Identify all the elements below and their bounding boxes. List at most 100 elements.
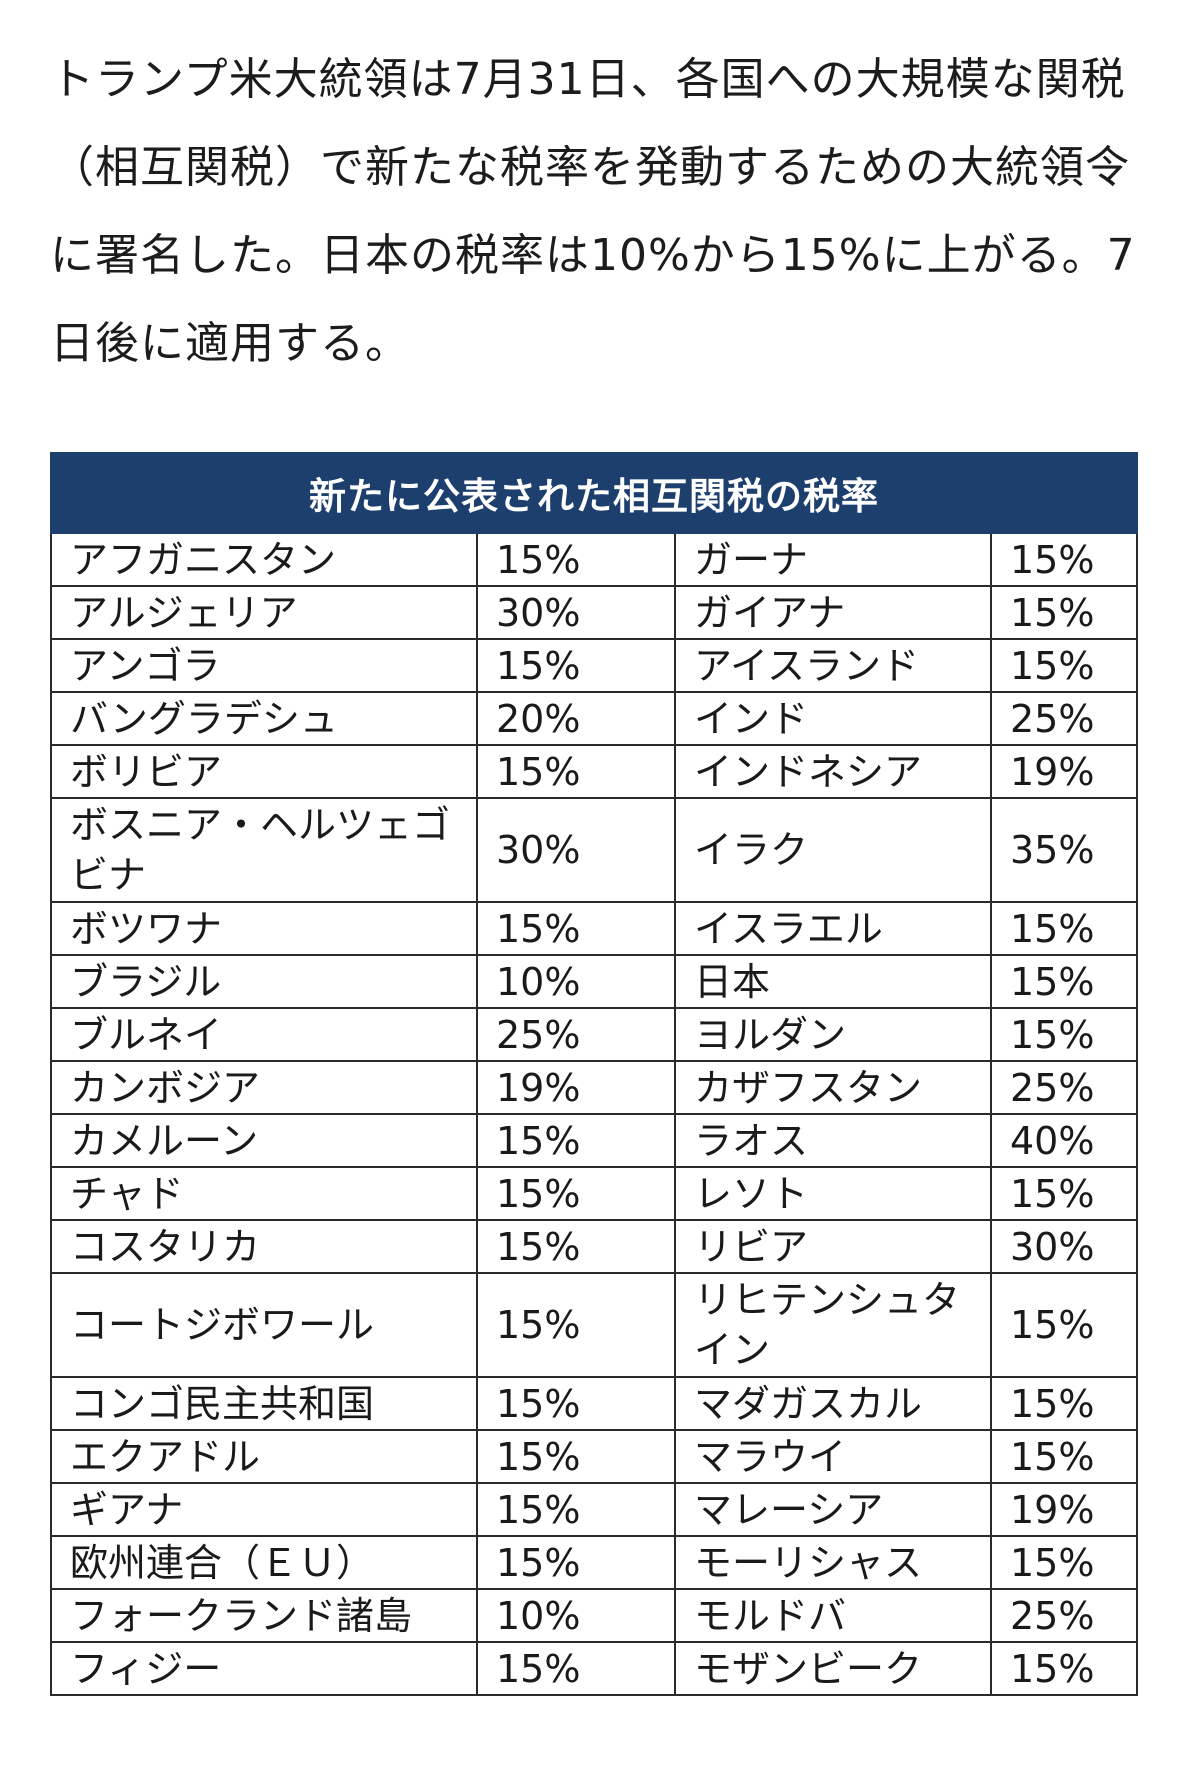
- country-cell: モザンビーク: [674, 1641, 992, 1696]
- table-row: アフガニスタン 15% ガーナ 15%: [50, 532, 1138, 587]
- country-cell: カザフスタン: [674, 1060, 992, 1115]
- table-row: バングラデシュ 20% インド 25%: [50, 691, 1138, 746]
- country-cell: コンゴ民主共和国: [50, 1376, 478, 1431]
- country-cell: モルドバ: [674, 1588, 992, 1643]
- country-cell: インドネシア: [674, 744, 992, 799]
- table-row: カメルーン 15% ラオス 40%: [50, 1113, 1138, 1168]
- rate-cell: 15%: [990, 532, 1138, 587]
- rate-cell: 15%: [476, 1113, 676, 1168]
- rate-cell: 19%: [990, 744, 1138, 799]
- table-row: ギアナ 15% マレーシア 19%: [50, 1482, 1138, 1537]
- country-cell: アイスランド: [674, 638, 992, 693]
- country-cell: ボリビア: [50, 744, 478, 799]
- table-row: コスタリカ 15% リビア 30%: [50, 1219, 1138, 1274]
- country-cell: イラク: [674, 797, 992, 903]
- tariff-rate-table: 新たに公表された相互関税の税率 アフガニスタン 15% ガーナ 15% アルジェリア 30…: [50, 452, 1138, 1696]
- country-cell: ヨルダン: [674, 1007, 992, 1062]
- rate-cell: 15%: [476, 1535, 676, 1590]
- rate-cell: 15%: [990, 1535, 1138, 1590]
- table-row: アンゴラ 15% アイスランド 15%: [50, 638, 1138, 693]
- rate-cell: 19%: [990, 1482, 1138, 1537]
- country-cell: インド: [674, 691, 992, 746]
- table-row: ボスニア・ヘルツェゴビナ 30% イラク 35%: [50, 797, 1138, 903]
- country-cell: ラオス: [674, 1113, 992, 1168]
- article-paragraph: トランプ米大統領は7月31日、各国への大規模な関税（相互関税）で新たな税率を発動…: [50, 54, 1136, 369]
- country-cell: 日本: [674, 954, 992, 1009]
- country-cell: ガーナ: [674, 532, 992, 587]
- country-cell: ギアナ: [50, 1482, 478, 1537]
- country-cell: ボツワナ: [50, 901, 478, 956]
- rate-cell: 15%: [990, 585, 1138, 640]
- rate-cell: 25%: [990, 1060, 1138, 1115]
- country-cell: リビア: [674, 1219, 992, 1274]
- rate-cell: 10%: [476, 1588, 676, 1643]
- table-row: カンボジア 19% カザフスタン 25%: [50, 1060, 1138, 1115]
- rate-cell: 15%: [476, 744, 676, 799]
- table-row: ブラジル 10% 日本 15%: [50, 954, 1138, 1009]
- table-row: フォークランド諸島 10% モルドバ 25%: [50, 1588, 1138, 1643]
- rate-cell: 15%: [990, 1007, 1138, 1062]
- table-row: ボツワナ 15% イスラエル 15%: [50, 901, 1138, 956]
- table-row: コートジボワール 15% リヒテンシュタイン 15%: [50, 1272, 1138, 1378]
- rate-cell: 15%: [990, 901, 1138, 956]
- rate-cell: 25%: [990, 1588, 1138, 1643]
- rate-cell: 35%: [990, 797, 1138, 903]
- country-cell: アフガニスタン: [50, 532, 478, 587]
- table-title: 新たに公表された相互関税の税率: [50, 452, 1138, 534]
- rate-cell: 20%: [476, 691, 676, 746]
- country-cell: コートジボワール: [50, 1272, 478, 1378]
- table-body: アフガニスタン 15% ガーナ 15% アルジェリア 30% ガイアナ 15% アンゴラ 15% ア…: [50, 532, 1138, 1696]
- table-row: フィジー 15% モザンビーク 15%: [50, 1641, 1138, 1696]
- country-cell: 欧州連合（ＥＵ）: [50, 1535, 478, 1590]
- country-cell: イスラエル: [674, 901, 992, 956]
- country-cell: ガイアナ: [674, 585, 992, 640]
- rate-cell: 15%: [990, 1376, 1138, 1431]
- country-cell: アルジェリア: [50, 585, 478, 640]
- table-row: ブルネイ 25% ヨルダン 15%: [50, 1007, 1138, 1062]
- rate-cell: 15%: [476, 901, 676, 956]
- rate-cell: 15%: [476, 1272, 676, 1378]
- table-row: 欧州連合（ＥＵ） 15% モーリシャス 15%: [50, 1535, 1138, 1590]
- table-row: ボリビア 15% インドネシア 19%: [50, 744, 1138, 799]
- table-row: コンゴ民主共和国 15% マダガスカル 15%: [50, 1376, 1138, 1431]
- rate-cell: 25%: [990, 691, 1138, 746]
- rate-cell: 25%: [476, 1007, 676, 1062]
- table-row: チャド 15% レソト 15%: [50, 1166, 1138, 1221]
- country-cell: チャド: [50, 1166, 478, 1221]
- rate-cell: 15%: [990, 1272, 1138, 1378]
- rate-cell: 10%: [476, 954, 676, 1009]
- country-cell: エクアドル: [50, 1429, 478, 1484]
- country-cell: ブラジル: [50, 954, 478, 1009]
- country-cell: カメルーン: [50, 1113, 478, 1168]
- table-row: エクアドル 15% マラウイ 15%: [50, 1429, 1138, 1484]
- rate-cell: 15%: [476, 1429, 676, 1484]
- rate-cell: 15%: [476, 1166, 676, 1221]
- tariff-table-container: 新たに公表された相互関税の税率 アフガニスタン 15% ガーナ 15% アルジェリア 30…: [50, 452, 1138, 1696]
- country-cell: レソト: [674, 1166, 992, 1221]
- rate-cell: 15%: [990, 1166, 1138, 1221]
- rate-cell: 30%: [476, 797, 676, 903]
- country-cell: モーリシャス: [674, 1535, 992, 1590]
- country-cell: アンゴラ: [50, 638, 478, 693]
- rate-cell: 30%: [990, 1219, 1138, 1274]
- rate-cell: 15%: [476, 532, 676, 587]
- country-cell: フォークランド諸島: [50, 1588, 478, 1643]
- rate-cell: 15%: [476, 1482, 676, 1537]
- rate-cell: 30%: [476, 585, 676, 640]
- rate-cell: 15%: [990, 954, 1138, 1009]
- country-cell: カンボジア: [50, 1060, 478, 1115]
- country-cell: フィジー: [50, 1641, 478, 1696]
- rate-cell: 15%: [476, 1219, 676, 1274]
- country-cell: ブルネイ: [50, 1007, 478, 1062]
- rate-cell: 15%: [990, 638, 1138, 693]
- rate-cell: 15%: [476, 1376, 676, 1431]
- rate-cell: 15%: [990, 1429, 1138, 1484]
- country-cell: マダガスカル: [674, 1376, 992, 1431]
- country-cell: リヒテンシュタイン: [674, 1272, 992, 1378]
- country-cell: マラウイ: [674, 1429, 992, 1484]
- country-cell: マレーシア: [674, 1482, 992, 1537]
- rate-cell: 15%: [990, 1641, 1138, 1696]
- rate-cell: 40%: [990, 1113, 1138, 1168]
- rate-cell: 15%: [476, 1641, 676, 1696]
- rate-cell: 19%: [476, 1060, 676, 1115]
